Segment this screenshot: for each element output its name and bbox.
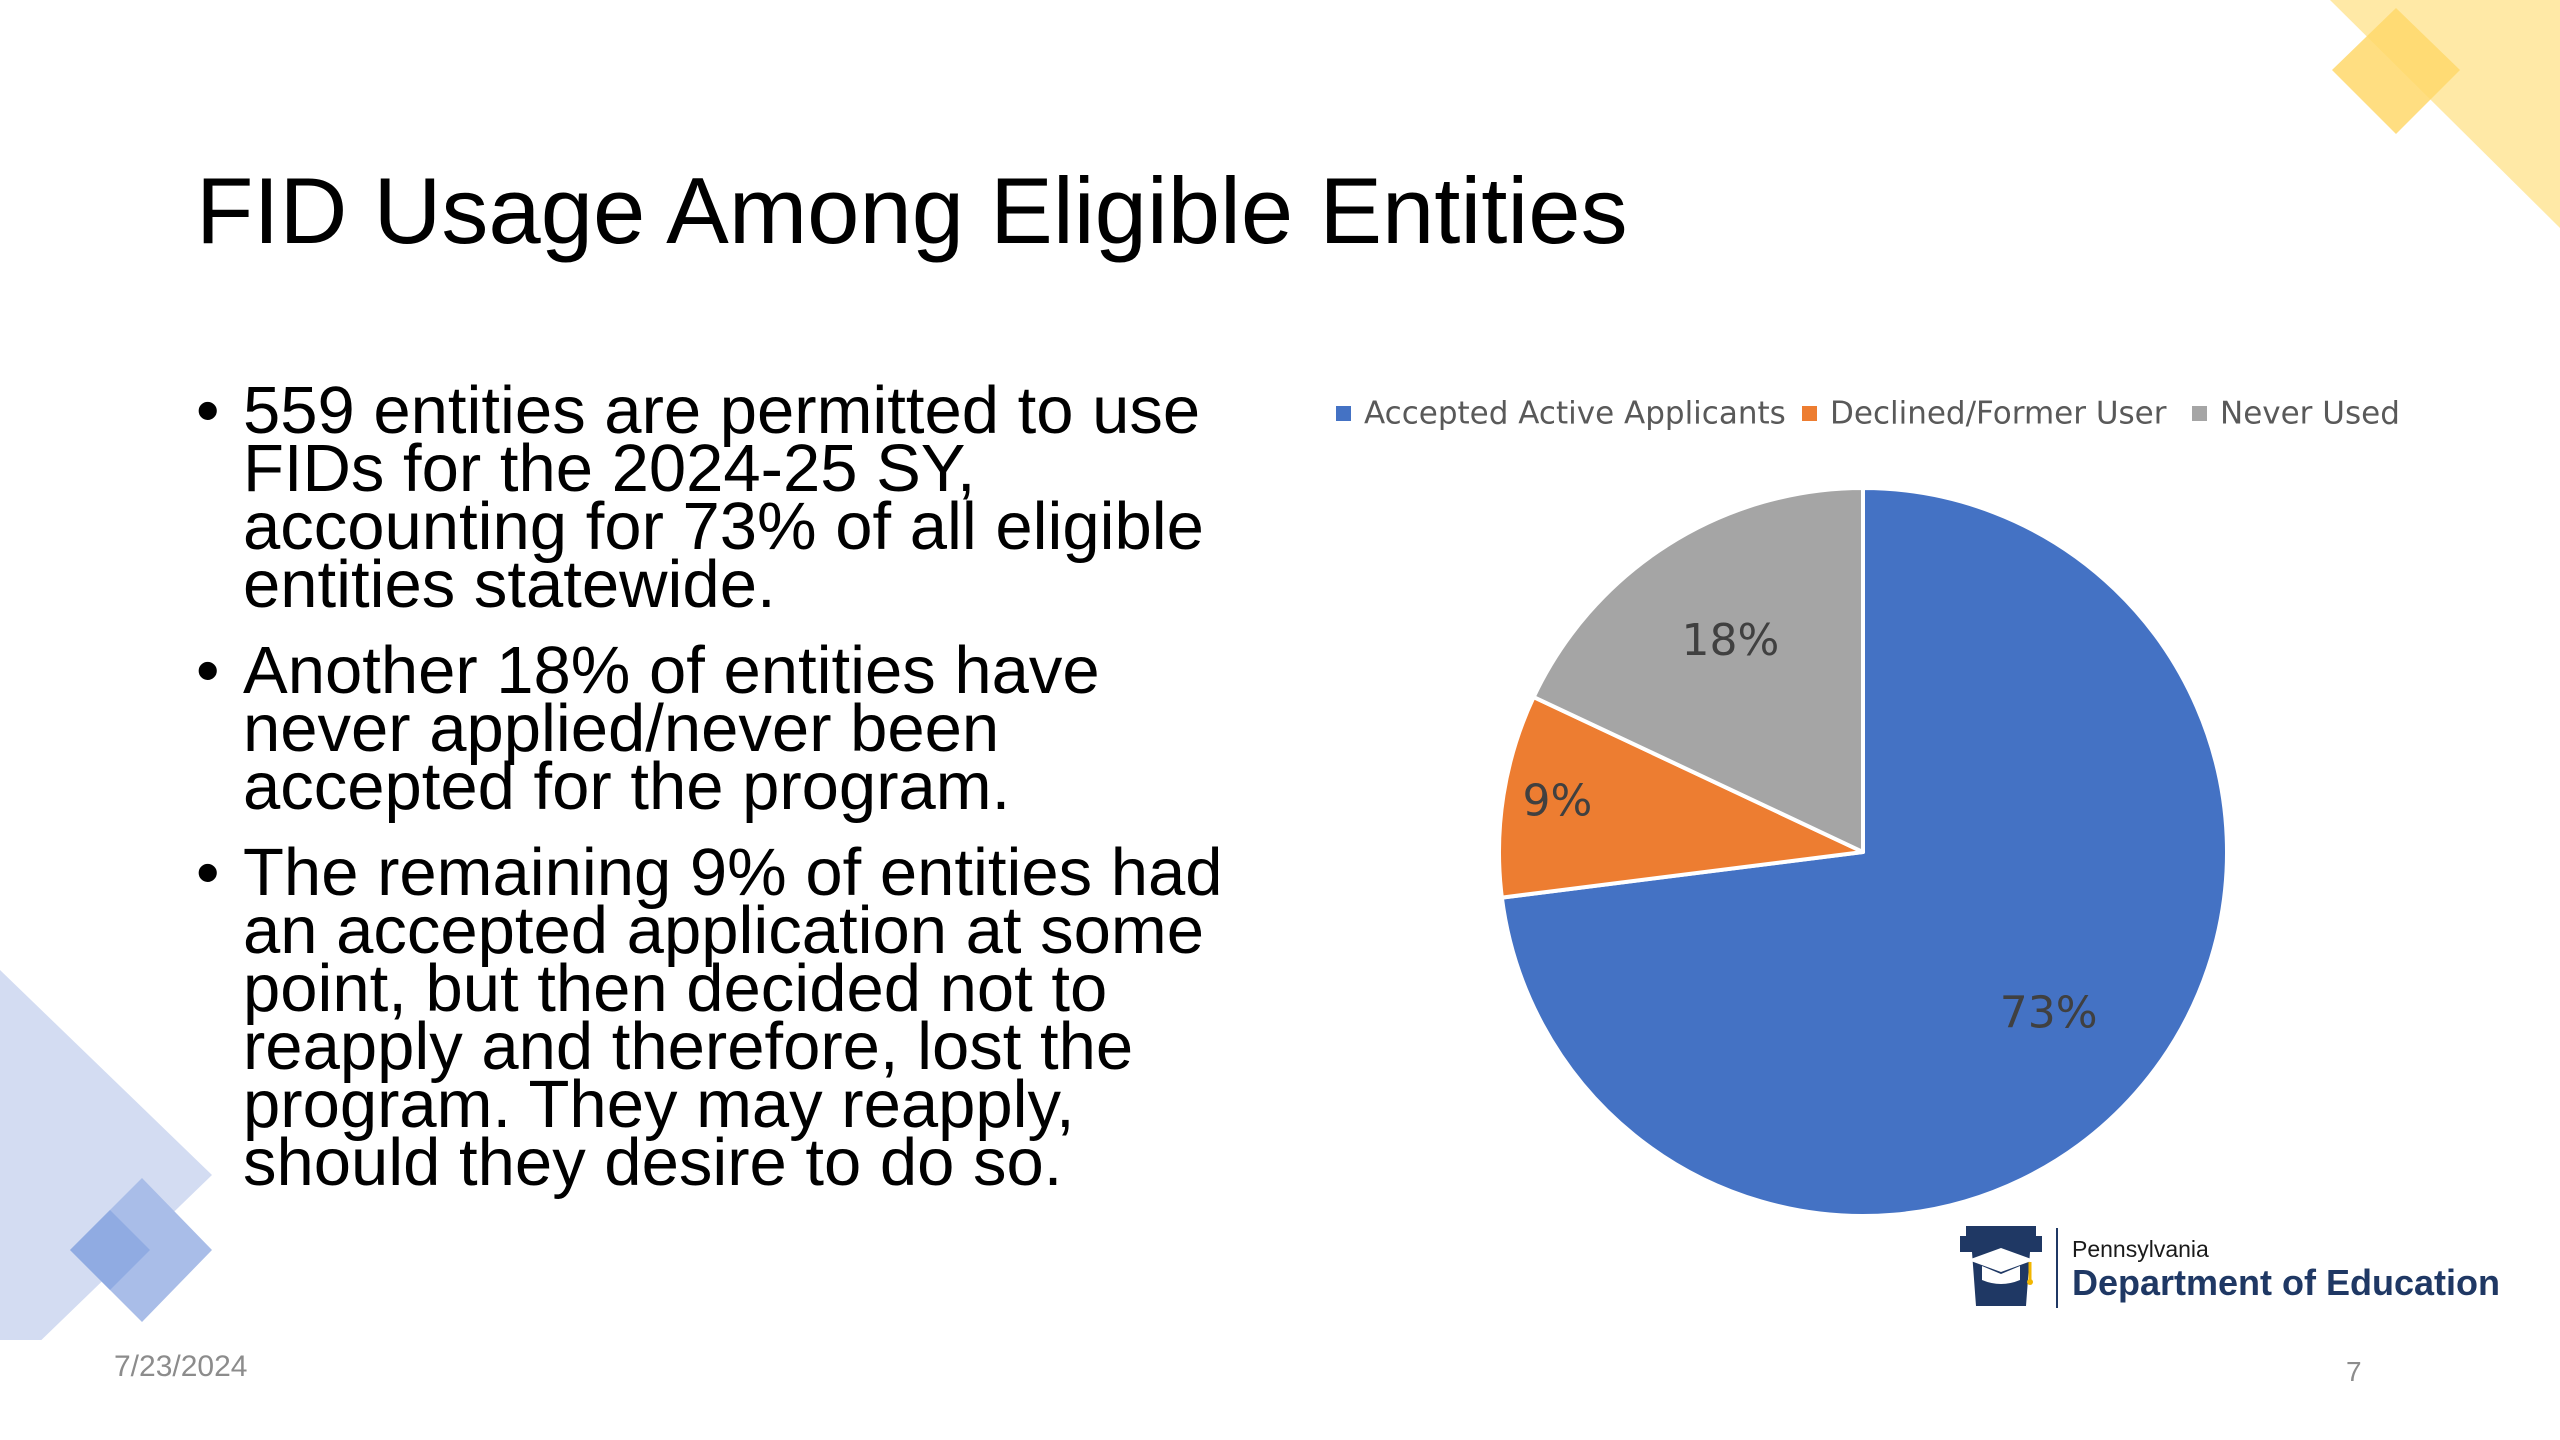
legend-label: Never Used (2220, 396, 2400, 432)
pde-logo: Pennsylvania Department of Education (1956, 1222, 2500, 1312)
bullet-glyph: • (196, 373, 220, 448)
pie-data-label: 73% (2000, 988, 2098, 1039)
bullet-text: 559 entities are permitted to use FIDs f… (243, 373, 1204, 622)
pie-data-label: 9% (1523, 776, 1593, 827)
bullet-glyph: • (196, 835, 220, 910)
bullet-list: • 559 entities are permitted to use FIDs… (196, 373, 1276, 1220)
pie-slice (1497, 695, 1865, 900)
bullet-item: • The remaining 9% of entities had an ac… (196, 835, 1276, 1196)
bullet-item: • Another 18% of entities have never app… (196, 633, 1276, 820)
slide-date: 7/23/2024 (114, 1350, 248, 1383)
pie-slices (1497, 486, 2229, 1218)
legend-swatch (1802, 406, 1817, 421)
pie-slice (1531, 486, 1865, 854)
bullet-item: • 559 entities are permitted to use FIDs… (196, 373, 1276, 618)
logo-state-name: Pennsylvania (2072, 1236, 2209, 1262)
decoration-small-diamond (70, 1210, 150, 1290)
bullet-text: Another 18% of entities have never appli… (243, 633, 1100, 824)
chart-legend: Accepted Active Applicants Declined/Forme… (1336, 396, 2400, 432)
pie-chart: Accepted Active Applicants Declined/Forme… (1336, 396, 2400, 1218)
decoration-band (2330, 0, 2560, 228)
slide-title: FID Usage Among Eligible Entities (196, 158, 1628, 263)
legend-swatch (1336, 406, 1351, 421)
keystone-icon (1960, 1226, 2042, 1306)
logo-department-name: Department of Education (2072, 1262, 2501, 1303)
legend-label: Accepted Active Applicants (1364, 396, 1786, 432)
legend-swatch (2192, 406, 2207, 421)
bullet-glyph: • (196, 633, 220, 708)
decoration-bottom-left (0, 970, 212, 1340)
legend-label: Declined/Former User (1830, 396, 2167, 432)
pie-data-labels: 73% 9% 18% (1523, 615, 2098, 1039)
decoration-top-right (2330, 0, 2560, 228)
bullet-text: The remaining 9% of entities had an acce… (243, 835, 1223, 1200)
pie-data-label: 18% (1681, 615, 1779, 666)
decoration-diamond (2332, 8, 2460, 134)
decoration-large-diamond (0, 970, 212, 1340)
slide-page-number: 7 (2346, 1356, 2362, 1387)
logo-divider (2056, 1228, 2058, 1308)
